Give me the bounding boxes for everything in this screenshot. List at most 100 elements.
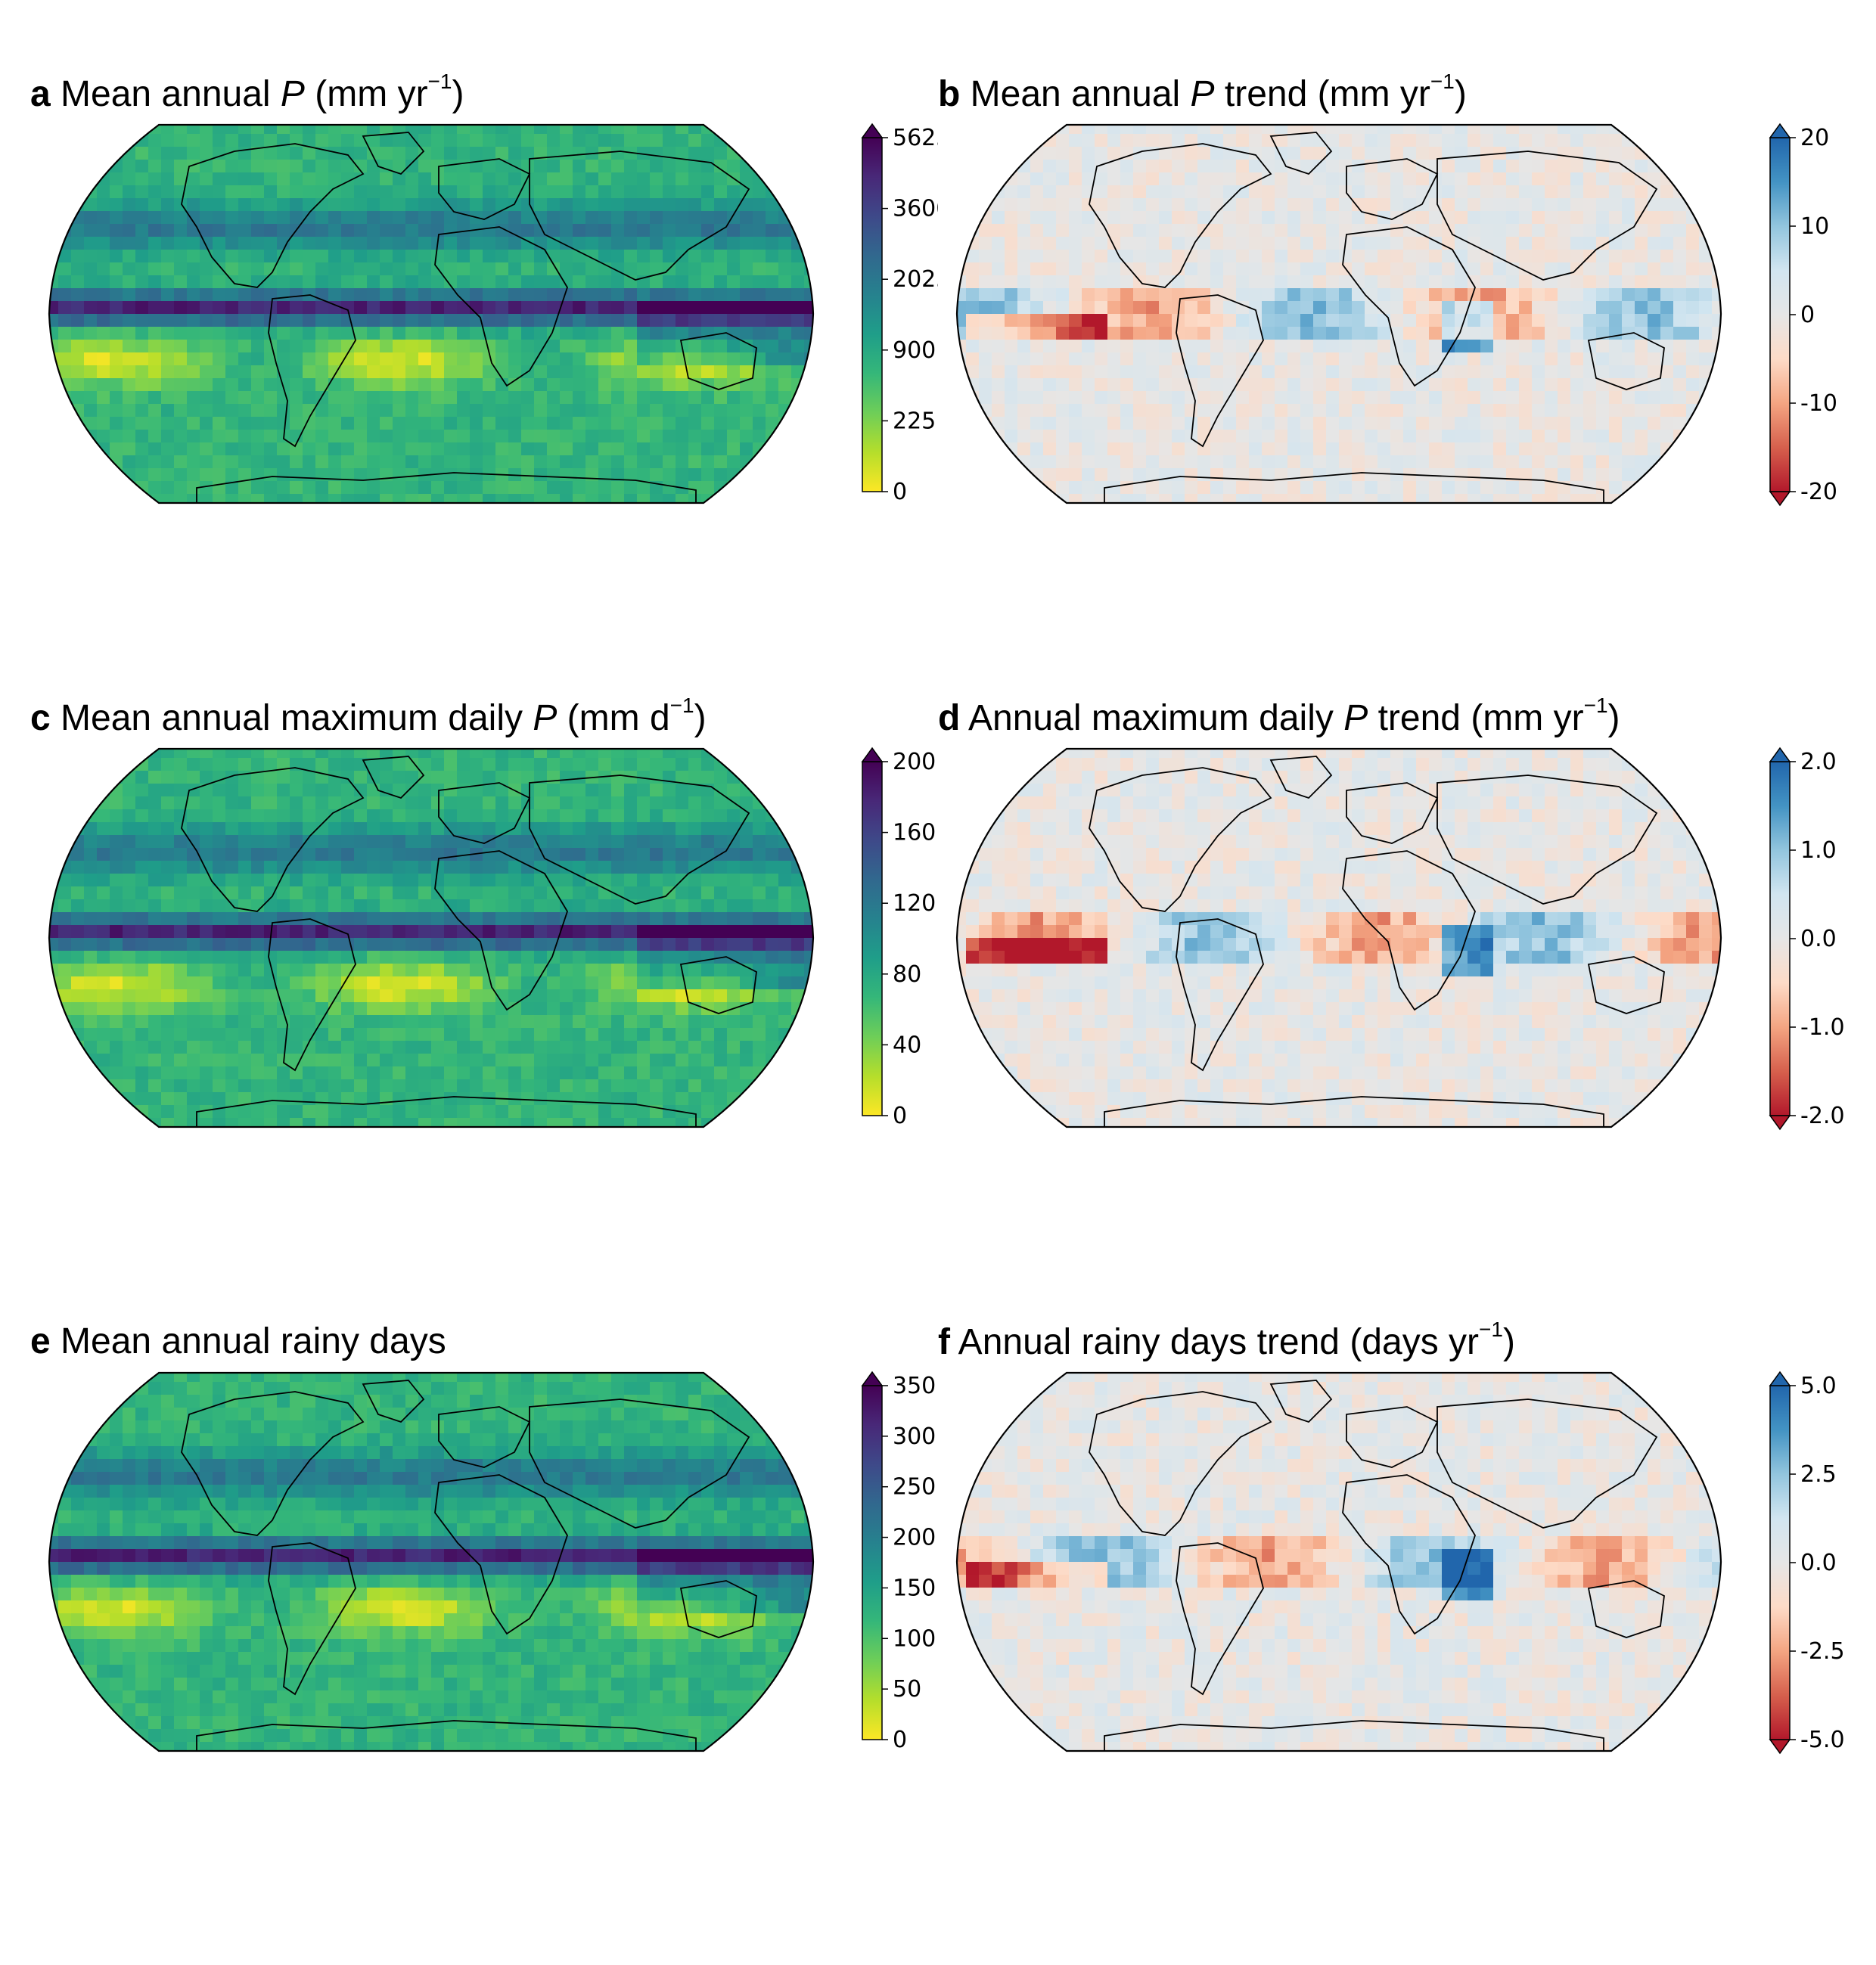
map-cell: [58, 262, 72, 276]
map-cell: [444, 455, 458, 469]
map-cell: [444, 886, 458, 900]
map-cell: [688, 185, 702, 199]
map-cell: [393, 288, 406, 302]
map-cell: [225, 925, 239, 939]
map-cell: [714, 352, 728, 366]
map-cell: [585, 430, 599, 443]
map-cell: [418, 874, 432, 887]
map-cell: [495, 314, 509, 328]
map-cell: [1519, 391, 1533, 405]
map-cell: [1326, 430, 1340, 443]
map-cell: [1197, 237, 1211, 250]
map-cell: [624, 861, 638, 874]
map-cell: [315, 835, 329, 849]
map-cell: [303, 784, 316, 797]
map-cell: [1249, 185, 1263, 199]
map-cell: [135, 468, 149, 482]
map-cell: [1210, 301, 1224, 315]
map-cell: [315, 442, 329, 456]
map-cell: [71, 1002, 85, 1016]
map-cell: [1532, 185, 1545, 199]
map-cell: [97, 899, 110, 913]
map-cell: [1339, 442, 1353, 456]
map-cell: [483, 301, 496, 315]
map-cell: [676, 796, 689, 810]
map-cell: [992, 314, 1005, 328]
map-cell: [1365, 468, 1378, 482]
map-cell: [1570, 275, 1584, 289]
map-cell: [1519, 237, 1533, 250]
map-cell: [637, 185, 651, 199]
map-cell: [225, 912, 239, 926]
map-cell: [688, 134, 702, 147]
map-cell: [727, 160, 741, 173]
map-cell: [328, 758, 342, 771]
map-cell: [135, 1028, 149, 1041]
map-cell: [483, 262, 496, 276]
map-cell: [740, 250, 753, 263]
map-cell: [225, 288, 239, 302]
map-cell: [393, 404, 406, 418]
coastline: [196, 472, 697, 503]
colorbar-extend-min: [1769, 491, 1791, 507]
map-cell: [1313, 430, 1327, 443]
map-cell: [1455, 417, 1468, 430]
map-cell: [1648, 455, 1661, 469]
map-cell: [341, 912, 355, 926]
map-cell: [1172, 262, 1185, 276]
map-cell: [714, 455, 728, 469]
map-cell: [238, 1015, 252, 1029]
map-cell: [1326, 404, 1340, 418]
map-cell: [1056, 365, 1070, 379]
map-cell: [290, 430, 303, 443]
map-cell: [470, 758, 483, 771]
map-cell: [58, 340, 72, 353]
map-cell: [405, 796, 419, 810]
map-cell: [97, 989, 110, 1003]
map-cell: [676, 125, 689, 135]
map-cell: [444, 378, 458, 392]
map-cell: [714, 172, 728, 186]
map-cell: [277, 340, 290, 353]
map-cell: [521, 430, 535, 443]
map-cell: [1377, 275, 1391, 289]
map-cell: [1326, 224, 1340, 237]
map-cell: [1017, 262, 1031, 276]
map-cell: [354, 275, 368, 289]
map-cell: [753, 809, 766, 823]
map-cell: [315, 784, 329, 797]
map-cell: [135, 989, 149, 1003]
map-cell: [174, 224, 188, 237]
map-cell: [84, 391, 98, 405]
map-cell: [1660, 365, 1674, 379]
map-cell: [1480, 224, 1494, 237]
map-cell: [1648, 301, 1661, 315]
map-cell: [1017, 365, 1031, 379]
map-cell: [264, 224, 278, 237]
map-cell: [431, 899, 445, 913]
map-cell: [753, 481, 766, 495]
map-cell: [1275, 468, 1288, 482]
map-cell: [1480, 275, 1494, 289]
map-cell: [174, 288, 188, 302]
map-cell: [611, 340, 625, 353]
map-cell: [1339, 198, 1353, 212]
map-cell: [1262, 211, 1275, 225]
map-cell: [1583, 262, 1597, 276]
map-cell: [1532, 262, 1545, 276]
map-cell: [1133, 442, 1147, 456]
map-cell: [393, 809, 406, 823]
map-cell: [1069, 301, 1082, 315]
map-cell: [1365, 378, 1378, 392]
map-cell: [1146, 481, 1160, 495]
map-cell: [1339, 494, 1353, 503]
map-cell: [585, 925, 599, 939]
map-cell: [97, 365, 110, 379]
map-cell: [740, 430, 753, 443]
map-cell: [315, 211, 329, 225]
map-cell: [367, 275, 380, 289]
map-cell: [573, 314, 586, 328]
map-cell: [663, 314, 676, 328]
map-cell: [457, 494, 471, 503]
map-cell: [766, 951, 779, 964]
